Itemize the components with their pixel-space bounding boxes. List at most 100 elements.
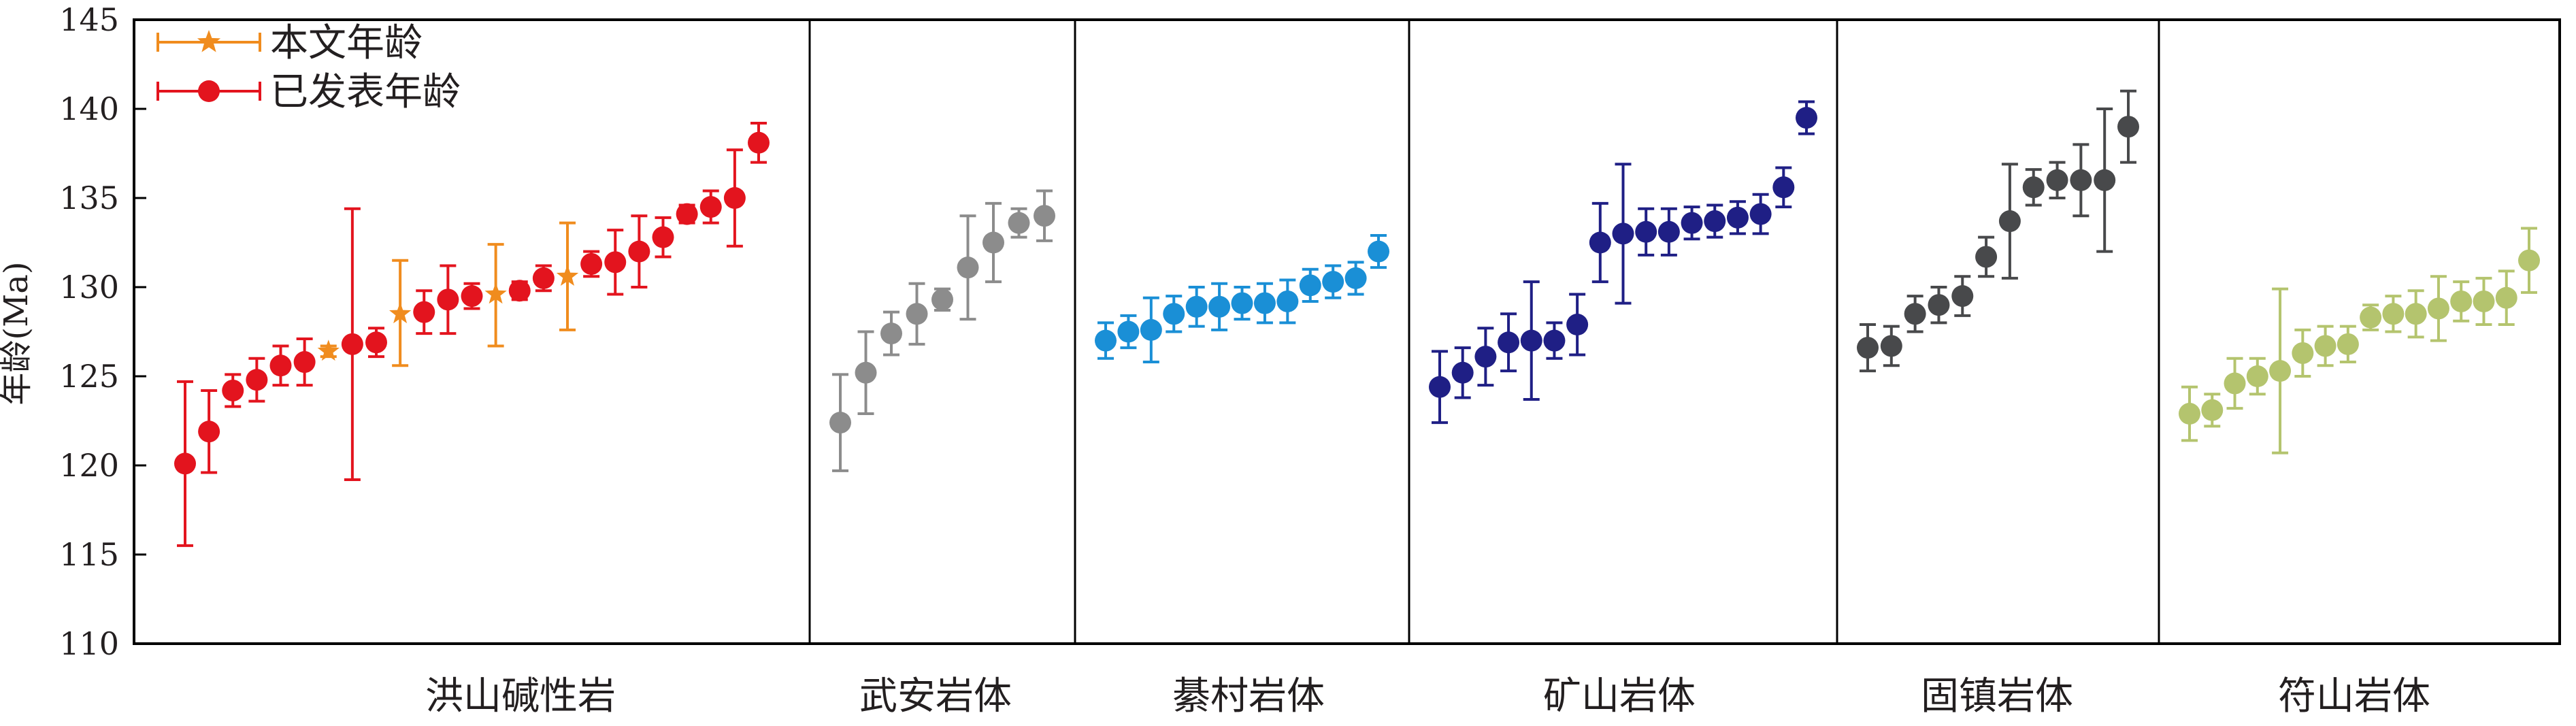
data-point (1451, 346, 1474, 399)
circle-marker (2246, 365, 2268, 387)
circle-marker (1368, 240, 1389, 263)
data-point (2314, 325, 2336, 367)
circle-marker (1231, 292, 1253, 314)
panel-label: 武安岩体 (859, 674, 1012, 719)
data-point (1635, 207, 1657, 257)
data-point (2382, 295, 2405, 333)
data-point (604, 229, 627, 296)
circle-marker (461, 285, 483, 308)
data-point (676, 203, 698, 225)
circle-marker (2495, 286, 2517, 309)
panel-label: 洪山碱性岩 (425, 674, 616, 719)
circle-marker (2117, 116, 2139, 138)
circle-marker (2269, 360, 2292, 382)
data-point (880, 310, 902, 357)
y-tick-label: 110 (59, 625, 119, 662)
data-point (1796, 100, 1817, 135)
plot-frame (133, 18, 2561, 645)
data-point (413, 289, 435, 335)
data-point (508, 280, 531, 302)
data-point (2224, 357, 2246, 410)
circle-marker (437, 288, 459, 311)
circle-marker (1185, 295, 1208, 318)
circle-marker (2022, 176, 2045, 199)
data-point (1998, 163, 2021, 280)
panel-label: 綦村岩体 (1172, 674, 1325, 719)
circle-marker (1163, 303, 1185, 325)
data-point (1429, 350, 1451, 425)
data-point (957, 214, 979, 321)
legend-circle-icon (198, 80, 220, 102)
panel-label: 固镇岩体 (1921, 674, 2073, 719)
data-point (2292, 328, 2314, 378)
circle-marker (293, 351, 316, 374)
star-point (317, 340, 340, 361)
circle-marker (1726, 206, 1749, 229)
legend-item: 已发表年龄 (156, 70, 461, 114)
data-point (1208, 282, 1231, 331)
circle-marker (699, 196, 722, 218)
circle-marker (2224, 372, 2246, 395)
data-point (580, 250, 603, 278)
data-point (461, 282, 483, 310)
data-point (1857, 323, 1879, 373)
circle-marker (1299, 274, 1321, 297)
data-point (1543, 321, 1566, 360)
circle-marker (1589, 231, 1611, 254)
data-point (1498, 312, 1520, 373)
circle-marker (413, 301, 435, 323)
circle-marker (1276, 290, 1299, 312)
star-marker (484, 282, 507, 304)
circle-marker (1681, 212, 1703, 234)
circle-marker (748, 131, 770, 154)
data-point (1140, 296, 1162, 364)
legend-star-icon (197, 30, 221, 52)
circle-marker (1749, 203, 1772, 225)
circle-marker (1034, 205, 1055, 227)
data-point (1904, 295, 1926, 333)
circle-marker (2046, 169, 2068, 191)
data-point (222, 373, 244, 408)
star-point (556, 221, 579, 331)
data-point (699, 189, 722, 225)
data-point (1612, 163, 1634, 305)
data-point (293, 337, 316, 387)
data-points (174, 89, 2540, 547)
data-point (1299, 267, 1321, 303)
data-point (246, 357, 268, 403)
circle-marker (2382, 303, 2405, 325)
data-point (2450, 280, 2473, 323)
circle-marker (1612, 222, 1634, 245)
circle-marker (931, 288, 953, 311)
y-tick-label: 125 (59, 358, 119, 395)
data-point (1772, 166, 1795, 209)
circle-marker (532, 267, 555, 289)
data-point (198, 389, 220, 474)
circle-marker (2070, 169, 2092, 191)
circle-marker (1704, 210, 1726, 233)
data-point (1880, 325, 1902, 367)
data-point (341, 207, 363, 481)
circle-marker (1253, 292, 1276, 314)
data-point (1951, 275, 1974, 317)
circle-marker (198, 420, 220, 443)
circle-marker (365, 331, 387, 354)
circle-marker (508, 280, 531, 302)
y-tick-label: 145 (59, 1, 119, 38)
panel-label: 符山岩体 (2278, 674, 2430, 719)
data-point (1726, 200, 1749, 235)
data-point (2336, 325, 2359, 364)
circle-marker (1880, 335, 1902, 357)
circle-marker (1904, 303, 1926, 325)
circle-marker (2427, 297, 2449, 320)
data-point (437, 264, 459, 335)
data-point (931, 287, 953, 312)
circle-marker (906, 303, 928, 325)
circle-marker (2473, 290, 2495, 312)
data-point (1322, 264, 1344, 299)
circle-marker (1857, 337, 1879, 359)
data-point (829, 373, 851, 472)
circle-marker (1951, 285, 1974, 308)
legend-label: 本文年龄 (270, 21, 423, 65)
